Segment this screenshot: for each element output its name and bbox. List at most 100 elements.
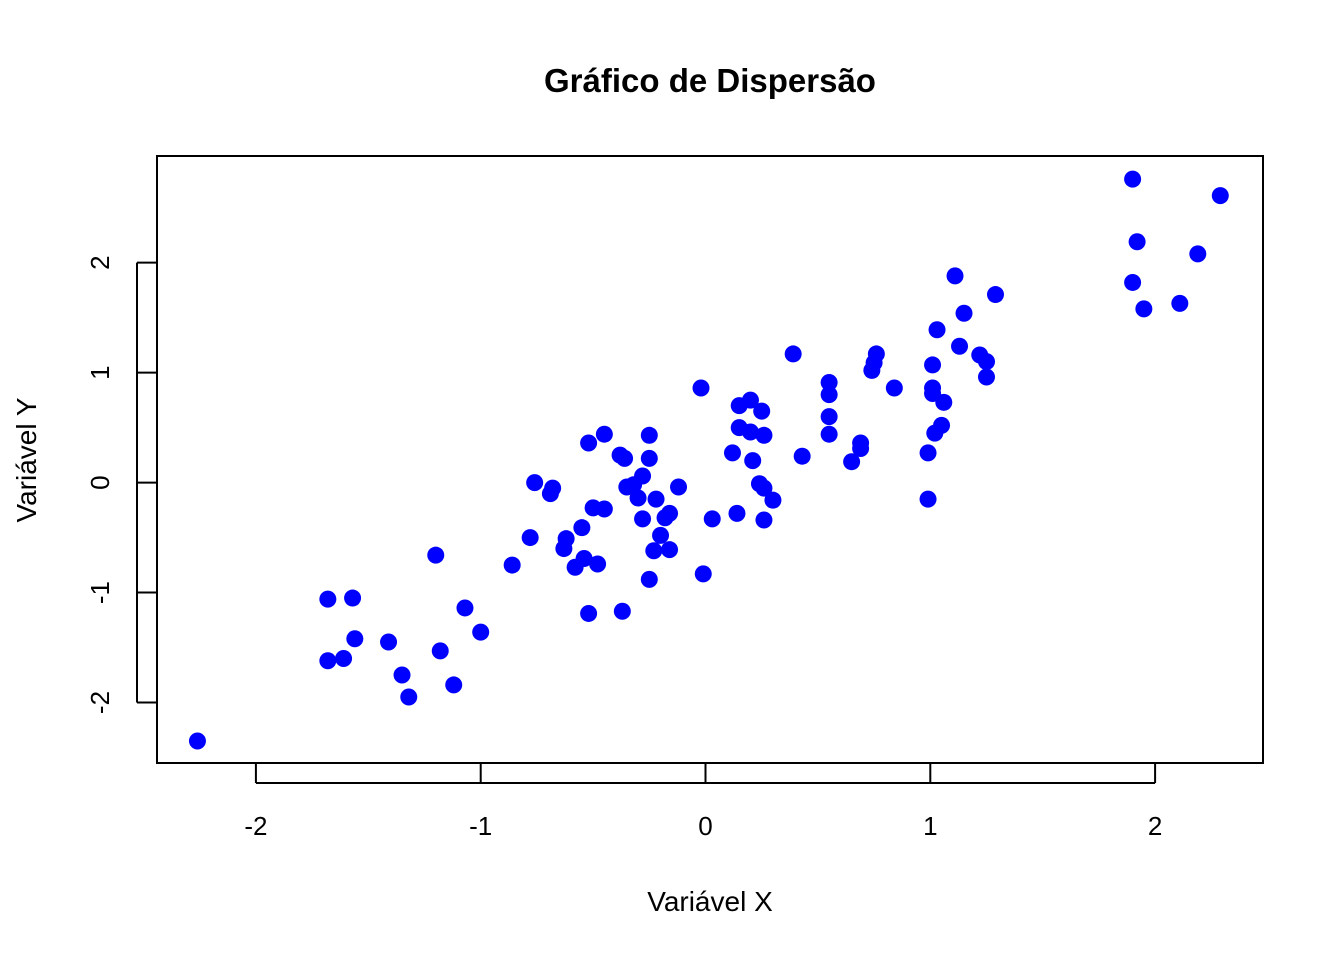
x-tick-label: 0 [698,811,712,841]
data-point [928,321,946,339]
data-points [188,170,1229,750]
data-point [393,666,411,684]
data-point [616,449,634,467]
data-point [319,652,337,670]
data-point [755,511,773,529]
data-point [1124,273,1142,291]
data-point [670,478,688,496]
data-point [946,267,964,285]
data-point [380,633,398,651]
data-point [764,491,782,509]
data-point [919,490,937,508]
y-axis: -2 -1 0 1 2 [85,255,157,714]
data-point [1124,170,1142,188]
data-point [629,489,647,507]
data-point [753,402,771,420]
data-point [852,440,870,458]
data-point [978,368,995,386]
data-point [580,434,598,452]
data-point [634,510,652,528]
data-point [703,510,721,528]
data-point [843,453,861,471]
data-point [503,556,521,574]
data-point [595,425,613,443]
data-point [521,529,539,547]
y-axis-label: Variável Y [11,397,42,522]
data-point [557,530,575,548]
data-point [613,602,631,620]
data-point [728,504,746,522]
data-point [784,345,802,363]
data-point [755,426,773,444]
data-point [544,479,562,497]
data-point [793,447,811,465]
data-point [346,630,364,648]
chart-title: Gráfico de Dispersão [544,62,876,99]
data-point [885,379,903,397]
data-point [526,474,544,492]
data-point [692,379,710,397]
data-point [933,416,951,434]
y-tick-label: 2 [85,255,115,269]
data-point [935,393,953,411]
data-point [741,391,759,409]
data-point [589,555,607,573]
data-point [1135,300,1153,318]
data-point [723,444,741,462]
data-point [335,650,353,668]
y-tick-label: -1 [85,581,115,604]
x-axis: -2 -1 0 1 2 [244,763,1162,841]
data-point [978,353,995,371]
data-point [955,304,973,322]
data-point [573,519,591,537]
data-point [427,546,445,564]
data-point [580,604,598,622]
data-point [652,526,670,544]
data-point [1171,294,1189,312]
data-point [431,642,449,660]
x-tick-label: -1 [469,811,492,841]
x-tick-label: -2 [244,811,267,841]
data-point [640,570,658,588]
data-point [640,449,658,467]
data-point [400,688,418,706]
data-point [951,337,969,355]
y-tick-label: 1 [85,365,115,379]
data-point [188,732,206,750]
x-axis-label: Variável X [647,886,773,917]
data-point [694,565,712,583]
data-point [1128,233,1146,251]
data-point [744,452,762,470]
data-point [645,542,663,560]
plot-frame [156,155,1264,764]
y-tick-label: -2 [85,691,115,714]
data-point [640,426,658,444]
data-point [456,599,474,617]
data-point [634,467,652,485]
data-point [472,623,490,641]
data-point [1189,245,1207,263]
data-point [919,444,937,462]
data-point [820,386,838,404]
data-point [445,676,463,694]
y-tick-label: 0 [85,475,115,489]
data-point [661,504,679,522]
data-point [820,425,838,443]
data-point [986,286,1004,304]
data-point [1211,187,1229,205]
data-point [924,356,942,374]
data-point [867,345,885,363]
x-tick-label: 2 [1148,811,1162,841]
data-point [741,423,759,441]
data-point [755,479,773,497]
data-point [661,541,679,559]
data-point [575,549,593,567]
data-point [319,590,337,608]
data-point [595,500,613,518]
data-point [820,408,838,426]
data-point [647,490,665,508]
x-tick-label: 1 [923,811,937,841]
data-point [820,374,838,392]
data-point [344,589,362,607]
